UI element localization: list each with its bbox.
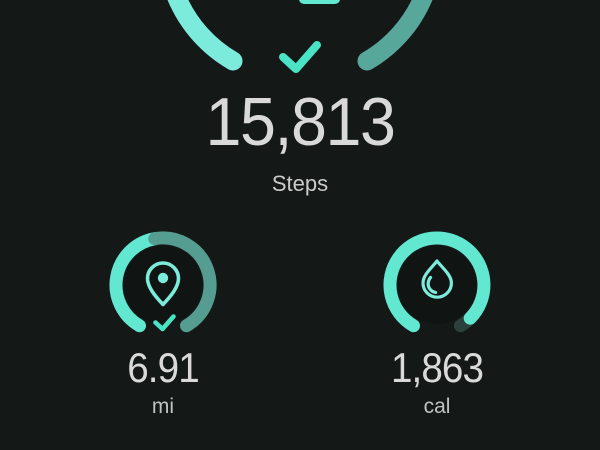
checkmark-icon [153,314,176,332]
distance-ring [109,231,217,333]
calories-ring [383,231,491,333]
flame-icon [421,259,453,299]
location-pin-icon [145,261,181,307]
steps-ring-overflow-arc [167,0,243,71]
distance-ring-overflow-arc [109,232,162,333]
steps-icon-partial [299,0,340,4]
calories-unit: cal [423,395,451,418]
distance-tile[interactable] [93,215,233,420]
steps-ring [167,0,433,73]
distance-ring-base-arc [148,231,217,333]
calories-tile[interactable] [367,215,507,420]
steps-gauge[interactable] [0,0,600,200]
distance-value: 6.91 [127,344,199,391]
calories-ring-progress-arc [383,231,491,333]
distance-ring-inner-disc [124,246,202,324]
steps-value: 15,813 [205,84,395,160]
steps-ring-base-arc [357,0,433,71]
distance-unit: mi [151,395,175,418]
steps-label: Steps [271,171,329,196]
calories-value: 1,863 [390,344,484,391]
checkmark-icon [279,41,321,73]
calories-ring-inner-disc [398,246,476,324]
